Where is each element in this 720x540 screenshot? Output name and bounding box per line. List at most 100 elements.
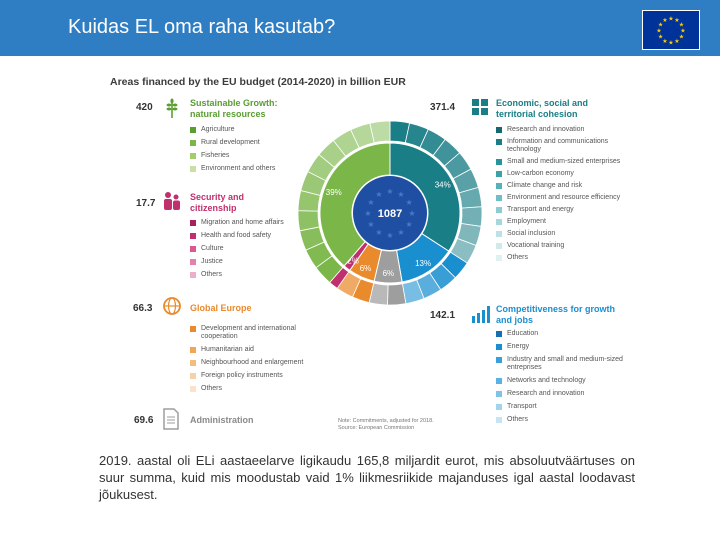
item-label: Development and international cooperatio…: [201, 325, 296, 340]
legend-swatch: [496, 195, 502, 201]
list-item: Social inclusion: [496, 230, 626, 238]
title-bar: Kuidas EL oma raha kasutab? ★ ★ ★ ★ ★ ★ ★ ★ ★ ★ ★ ★: [0, 0, 720, 56]
growth-items: Agriculture Rural development Fisheries …: [190, 126, 300, 173]
item-label: Transport and energy: [507, 206, 574, 213]
legend-swatch: [496, 331, 502, 337]
item-label: Environment and others: [201, 165, 276, 172]
legend-swatch: [496, 231, 502, 237]
flag-star-icon: ★: [662, 17, 667, 24]
list-item: Low-carbon economy: [496, 170, 626, 178]
list-item: Others: [496, 254, 626, 262]
item-label: Low-carbon economy: [507, 170, 574, 177]
group-amount: 142.1: [430, 310, 456, 321]
list-item: Research and innovation: [496, 126, 626, 134]
group-label: Sustainable Growth: natural resources: [190, 98, 278, 119]
list-item: Migration and home affairs: [190, 219, 300, 227]
item-label: Small and medium-sized enterprises: [507, 158, 621, 165]
legend-swatch: [190, 272, 196, 278]
legend-swatch: [190, 259, 196, 265]
list-item: Employment: [496, 218, 626, 226]
center-star-icon: ★: [364, 209, 371, 218]
list-item: Industry and small and medium-sized entr…: [496, 356, 626, 372]
legend-swatch: [496, 243, 502, 249]
wheat-icon: [164, 98, 180, 118]
legend-swatch: [496, 207, 502, 213]
legend-swatch: [496, 127, 502, 133]
slice-percent-label: 13%: [415, 259, 431, 268]
item-label: Health and food safety: [201, 232, 272, 239]
legend-swatch: [496, 378, 502, 384]
legend-swatch: [496, 171, 502, 177]
legend-swatch: [496, 417, 502, 423]
item-label: Others: [201, 385, 223, 392]
legend-swatch: [190, 166, 196, 172]
item-label: Research and innovation: [507, 390, 585, 397]
list-item: Small and medium-sized enterprises: [496, 158, 626, 166]
donut-slice: [389, 142, 461, 252]
flag-star-icon: ★: [674, 38, 679, 45]
slide-title: Kuidas EL oma raha kasutab?: [68, 16, 336, 38]
item-label: Climate change and risk: [507, 182, 583, 189]
item-label: Energy: [507, 343, 530, 350]
list-item: Humanitarian aid: [190, 346, 310, 354]
legend-swatch: [496, 344, 502, 350]
group-label: Economic, social and territorial cohesio…: [496, 98, 589, 119]
center-star-icon: ★: [386, 187, 393, 196]
group-amount: 371.4: [430, 102, 456, 113]
list-item: Fisheries: [190, 152, 300, 160]
flag-star-icon: ★: [662, 38, 667, 45]
global-items: Development and international cooperatio…: [190, 325, 310, 393]
list-item: Culture: [190, 245, 300, 253]
item-label: Humanitarian aid: [201, 346, 254, 353]
item-label: Agriculture: [201, 126, 235, 133]
list-item: Research and innovation: [496, 390, 626, 398]
list-item: Networks and technology: [496, 377, 626, 385]
item-label: Research and innovation: [507, 126, 585, 133]
cohesion-items: Research and innovation Information and …: [496, 126, 626, 262]
eu-budget-infographic: Areas financed by the EU budget (2014-20…: [100, 70, 623, 440]
donut-center: [353, 176, 427, 250]
group-label: Global Europe: [190, 303, 252, 313]
group-amount: 17.7: [136, 198, 156, 209]
center-star-icon: ★: [375, 228, 382, 237]
list-item: Others: [190, 385, 310, 393]
item-label: Neighbourhood and enlargement: [201, 359, 304, 366]
source-text: Source: European Commission: [338, 425, 415, 431]
legend-swatch: [190, 233, 196, 239]
slide-caption: 2019. aastal oli ELi aastaeelarve ligika…: [99, 453, 635, 502]
group-amount: 66.3: [133, 303, 153, 314]
center-star-icon: ★: [386, 231, 393, 240]
puzzle-icon: [470, 96, 488, 115]
slice-percent-label: 34%: [435, 180, 451, 189]
bar-chart-icon: [470, 304, 490, 323]
center-star-icon: ★: [405, 198, 412, 207]
center-star-icon: ★: [405, 220, 412, 229]
donut-outer-segment: [387, 283, 407, 306]
group-label: Security and citizenship: [190, 192, 245, 213]
legend-swatch: [190, 127, 196, 133]
donut-outer-segment: [297, 210, 320, 232]
chart-note: Note: Commitments, adjusted for 2018. So…: [338, 418, 434, 432]
legend-swatch: [190, 386, 196, 392]
center-star-icon: ★: [367, 198, 374, 207]
item-label: Fisheries: [201, 152, 230, 159]
item-label: Others: [507, 416, 529, 423]
list-item: Rural development: [190, 139, 300, 147]
list-item: Others: [496, 416, 626, 424]
document-icon: [162, 408, 179, 430]
list-item: Climate change and risk: [496, 182, 626, 190]
slice-percent-label: 6%: [383, 269, 395, 278]
list-item: Transport and energy: [496, 206, 626, 214]
list-item: Others: [190, 271, 300, 279]
legend-swatch: [190, 220, 196, 226]
item-label: Foreign policy instruments: [201, 372, 283, 379]
legend-swatch: [190, 373, 196, 379]
legend-swatch: [190, 360, 196, 366]
donut-outer-segment: [369, 120, 391, 144]
legend-swatch: [190, 153, 196, 159]
flag-star-icon: ★: [674, 17, 679, 24]
legend-swatch: [496, 183, 502, 189]
infographic-title: Areas financed by the EU budget (2014-20…: [110, 76, 406, 88]
legend-swatch: [496, 139, 502, 145]
slice-percent-label: 39%: [326, 188, 342, 197]
